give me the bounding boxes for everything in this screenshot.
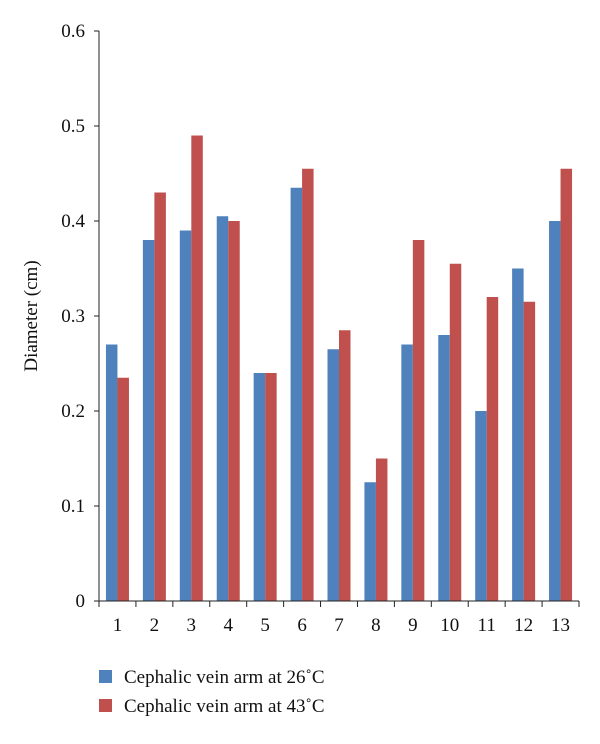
- legend-label-2: Cephalic vein arm at 43˚C: [124, 696, 325, 717]
- bar-series-1-11: [475, 411, 487, 601]
- bar-series-1-12: [512, 268, 524, 601]
- bar-series-2-2: [154, 192, 166, 601]
- bar-series-2-13: [560, 168, 573, 601]
- x-tick-label: 3: [187, 615, 197, 636]
- bar-series-1-4: [216, 216, 229, 601]
- bar-series-2-5: [265, 373, 277, 601]
- bar-series-2-4: [228, 221, 240, 601]
- bar-series-2-6: [302, 168, 314, 601]
- x-tick-label: 12: [514, 615, 533, 636]
- y-tick-label: 0.1: [61, 496, 85, 517]
- x-tick-label: 2: [150, 615, 160, 636]
- bar-series-2-11: [486, 297, 499, 601]
- bar-series-1-5: [253, 373, 266, 601]
- y-tick-label: 0.2: [61, 401, 85, 422]
- y-tick-label: 0.6: [61, 21, 85, 42]
- x-tick-label: 13: [551, 615, 570, 636]
- x-tick-label: 1: [113, 615, 123, 636]
- bar-series-1-9: [401, 344, 413, 601]
- bar-series-1-6: [290, 187, 303, 601]
- axes-group: 00.10.20.30.40.50.61 2 3 4 5 6 7 8 9 10 11 12 13: [61, 21, 580, 636]
- x-tick-label: 10: [440, 615, 459, 636]
- bar-series-1-1: [105, 344, 118, 601]
- bar-series-2-3: [191, 135, 203, 601]
- x-tick-label: 6: [297, 615, 307, 636]
- legend: Cephalic vein arm at 26˚C Cephalic vein a…: [99, 667, 325, 717]
- x-tick-label: 11: [478, 615, 496, 636]
- bar-series-2-7: [339, 330, 351, 601]
- legend-swatch-2: [99, 699, 112, 712]
- bars-group: [105, 135, 573, 601]
- bar-series-2-8: [375, 458, 388, 601]
- bar-series-2-1: [117, 377, 129, 601]
- x-tick-label: 5: [260, 615, 270, 636]
- x-tick-label: 4: [223, 615, 233, 636]
- y-tick-label: 0.3: [61, 306, 85, 327]
- x-tick-label: 8: [371, 615, 381, 636]
- y-tick-label: 0.4: [61, 211, 85, 232]
- bar-series-1-3: [179, 230, 192, 601]
- bar-series-1-8: [364, 482, 376, 601]
- x-tick-label: 9: [408, 615, 418, 636]
- bar-series-1-7: [327, 349, 339, 601]
- y-tick-label: 0: [76, 591, 86, 612]
- y-tick-label: 0.5: [61, 116, 85, 137]
- y-axis-title: Diameter (cm): [21, 260, 42, 371]
- bar-series-1-13: [549, 221, 561, 601]
- legend-label-1: Cephalic vein arm at 26˚C: [124, 667, 325, 688]
- x-tick-label: 7: [334, 615, 344, 636]
- bar-series-2-10: [449, 263, 462, 601]
- bar-series-2-9: [412, 240, 425, 601]
- bar-series-2-12: [523, 301, 536, 601]
- legend-swatch-1: [99, 670, 112, 683]
- bar-series-1-2: [142, 240, 155, 601]
- bar-series-1-10: [438, 335, 450, 601]
